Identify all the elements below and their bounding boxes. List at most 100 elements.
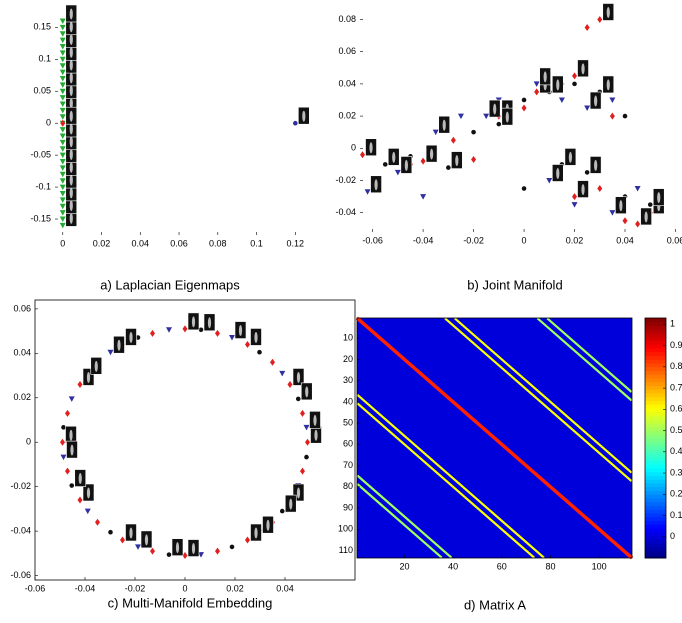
caption: a) Laplacian Eigenmaps: [100, 277, 240, 292]
thumbnail: [577, 59, 589, 78]
thumbnail-figure: [69, 21, 73, 33]
thumbnail-figure: [254, 331, 258, 343]
point: [135, 544, 141, 550]
thumbnail: [438, 115, 451, 134]
thumbnail-figure: [302, 110, 306, 122]
point: [77, 496, 83, 504]
thumbnail-figure: [207, 317, 212, 329]
x-tick-label: 0: [522, 235, 527, 245]
thumbnail-figure: [69, 34, 73, 46]
thumbnail: [387, 148, 400, 166]
thumbnail: [615, 196, 627, 214]
point: [446, 165, 451, 170]
point: [597, 15, 603, 23]
point: [420, 157, 426, 165]
thumbnail-figure: [619, 200, 623, 212]
thumbnail: [425, 144, 438, 163]
matrix-band: [356, 393, 545, 559]
colorbar-segment: [645, 370, 666, 375]
y-tick-label: 0: [46, 118, 51, 128]
y-tick-label: 0.06: [13, 303, 31, 313]
colorbar-segment: [645, 449, 666, 454]
point: [534, 88, 540, 96]
point: [59, 216, 66, 223]
y-tick-label: -0.06: [10, 570, 31, 580]
y-tick-label: 0.08: [338, 14, 356, 24]
point: [107, 349, 114, 356]
colorbar-tick-label: 0.2: [670, 489, 682, 499]
thumbnail: [640, 207, 652, 226]
thumbnail-figure: [289, 498, 293, 510]
point: [521, 104, 527, 112]
matrix-band: [356, 402, 535, 559]
point: [59, 159, 66, 165]
point: [59, 63, 66, 69]
point: [59, 210, 66, 216]
colorbar-segment: [645, 381, 666, 386]
point: [279, 370, 286, 377]
point: [270, 358, 275, 366]
point: [546, 177, 553, 184]
point: [229, 335, 235, 341]
thumbnail-figure: [69, 85, 73, 97]
colorbar-segment: [645, 479, 666, 484]
thumbnail: [66, 440, 78, 459]
point: [59, 190, 66, 197]
colorbar-segment: [645, 389, 666, 394]
point: [59, 101, 66, 108]
thumbnail: [234, 321, 247, 339]
thumbnail-figure: [568, 151, 573, 163]
x-tick-label: -0.02: [463, 235, 484, 245]
point: [84, 508, 91, 515]
point: [65, 467, 70, 475]
thumbnail-figure: [69, 161, 73, 173]
point: [647, 202, 653, 207]
colorbar-segment: [645, 535, 666, 540]
colorbar-segment: [645, 468, 666, 473]
y-tick-label: 40: [343, 396, 353, 406]
point: [245, 340, 250, 348]
thumbnail-figure: [86, 487, 91, 499]
point: [59, 127, 66, 133]
colorbar-tick-label: 0.6: [670, 404, 682, 414]
y-tick-label: -0.05: [30, 150, 51, 160]
point: [471, 129, 476, 135]
thumbnail: [488, 99, 501, 118]
colorbar-segment: [645, 355, 666, 360]
y-tick-label: -0.1: [35, 181, 51, 191]
point: [59, 18, 66, 24]
point: [198, 327, 204, 333]
point: [584, 24, 590, 32]
thumbnail: [309, 411, 321, 429]
thumbnail-figure: [69, 174, 73, 186]
y-tick-label: 100: [338, 524, 353, 534]
colorbar-segment: [645, 434, 666, 439]
thumbnail: [203, 313, 216, 332]
y-tick-label: -0.04: [10, 525, 31, 535]
point: [572, 72, 578, 80]
thumbnail-figure: [556, 79, 560, 91]
point: [59, 114, 66, 120]
thumbnail: [65, 170, 78, 189]
x-tick-label: 0.1: [250, 238, 263, 248]
thumbnail: [113, 335, 125, 354]
point: [496, 121, 502, 127]
point: [420, 194, 427, 200]
point: [471, 156, 477, 164]
thumbnail-figure: [392, 151, 396, 163]
x-tick-label: -0.06: [362, 235, 383, 245]
thumbnail-figure: [296, 487, 301, 499]
thumbnail-figure: [606, 79, 610, 91]
colorbar-segment: [645, 546, 666, 551]
colorbar-tick-label: 1: [670, 319, 675, 329]
thumbnail-figure: [69, 149, 73, 161]
point: [571, 202, 578, 208]
colorbar-segment: [645, 426, 666, 431]
thumbnail-figure: [144, 534, 149, 546]
thumbnail-figure: [69, 110, 73, 122]
colorbar-segment: [645, 419, 666, 424]
thumbnail-figure: [313, 414, 317, 426]
colorbar-segment: [645, 359, 666, 364]
x-tick-label: 0.04: [132, 238, 150, 248]
colorbar-segment: [645, 516, 666, 521]
